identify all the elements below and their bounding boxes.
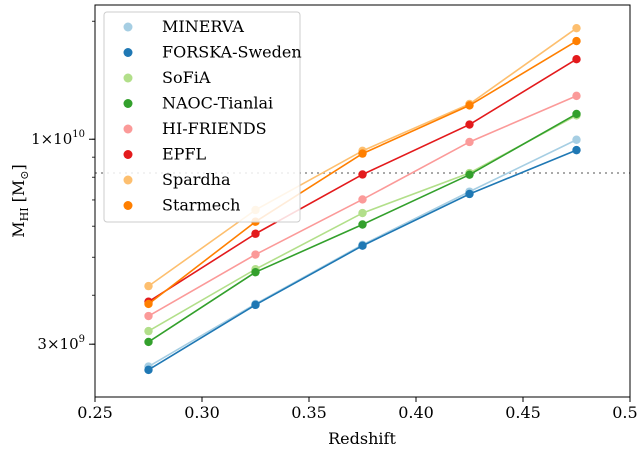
legend-marker	[123, 48, 133, 57]
data-point	[251, 229, 260, 238]
data-point	[465, 101, 474, 110]
data-point	[144, 337, 153, 347]
legend-label: FORSKA-Sweden	[162, 43, 302, 62]
legend-marker	[123, 73, 133, 83]
legend-item-forska-sweden: FORSKA-Sweden	[123, 43, 302, 62]
legend-marker	[123, 99, 133, 108]
legend-item-minerva: MINERVA	[123, 17, 244, 36]
y-tick-label: 1×1010	[31, 129, 85, 148]
data-point	[572, 145, 581, 155]
legend-item-hi-friends: HI-FRIENDS	[123, 119, 267, 138]
x-tick-label: 0.40	[398, 403, 434, 422]
legend-label: HI-FRIENDS	[162, 119, 267, 138]
data-point	[465, 189, 474, 199]
data-point	[358, 241, 367, 250]
series-naoc-tianlai	[144, 109, 581, 347]
y-axis-label: MHI [M⊙]	[9, 164, 31, 238]
data-point	[358, 220, 367, 229]
legend-label: MINERVA	[162, 17, 244, 36]
legend-marker	[123, 175, 133, 185]
legend-marker	[123, 124, 133, 134]
data-point	[358, 170, 367, 179]
data-point	[572, 36, 581, 46]
data-point	[465, 120, 474, 129]
data-point	[144, 281, 153, 291]
data-point	[251, 267, 260, 277]
data-point	[144, 326, 153, 336]
y-tick-label: 3×109	[37, 334, 85, 353]
plot-frame	[94, 4, 631, 398]
x-axis-label: Redshift	[328, 429, 396, 448]
legend-item-spardha: Spardha	[123, 170, 231, 189]
data-point	[358, 208, 367, 218]
x-tick-label: 0.25	[77, 403, 113, 422]
legend-label: NAOC-Tianlai	[162, 94, 273, 113]
legend-item-starmech: Starmech	[123, 196, 240, 215]
data-point	[572, 55, 581, 64]
legend-item-epfl: EPFL	[123, 145, 207, 164]
legend-marker	[123, 150, 133, 159]
data-point	[572, 23, 581, 33]
legend-label: SoFiA	[162, 68, 211, 87]
legend-marker	[123, 22, 133, 32]
legend-item-sofia: SoFiA	[123, 68, 211, 87]
legend-item-naoc-tianlai: NAOC-Tianlai	[123, 94, 273, 113]
series-hi-friends	[144, 91, 581, 321]
data-point	[465, 170, 474, 179]
legend-label: EPFL	[162, 145, 207, 164]
legend-marker	[123, 201, 133, 210]
data-point	[251, 250, 260, 259]
data-point	[144, 311, 153, 321]
data-point	[572, 109, 581, 119]
data-point	[251, 300, 260, 310]
data-point	[465, 137, 474, 147]
data-point	[572, 135, 581, 144]
data-point	[572, 91, 581, 101]
legend: MINERVA FORSKA-Sweden SoFiA NAOC-Tianlai HI-…	[103, 11, 302, 223]
legend-label: Starmech	[162, 196, 240, 215]
series-starmech	[144, 36, 581, 309]
data-point	[358, 195, 367, 204]
data-point	[144, 299, 153, 309]
x-tick-label: 0.50	[612, 403, 638, 422]
x-tick-label: 0.35	[291, 403, 327, 422]
legend-label: Spardha	[162, 170, 231, 189]
series-forska-sweden	[144, 145, 581, 375]
data-point	[144, 365, 153, 375]
x-tick-label: 0.45	[505, 403, 541, 422]
x-tick-label: 0.30	[184, 403, 220, 422]
data-point	[358, 149, 367, 158]
legend-box	[103, 11, 301, 223]
